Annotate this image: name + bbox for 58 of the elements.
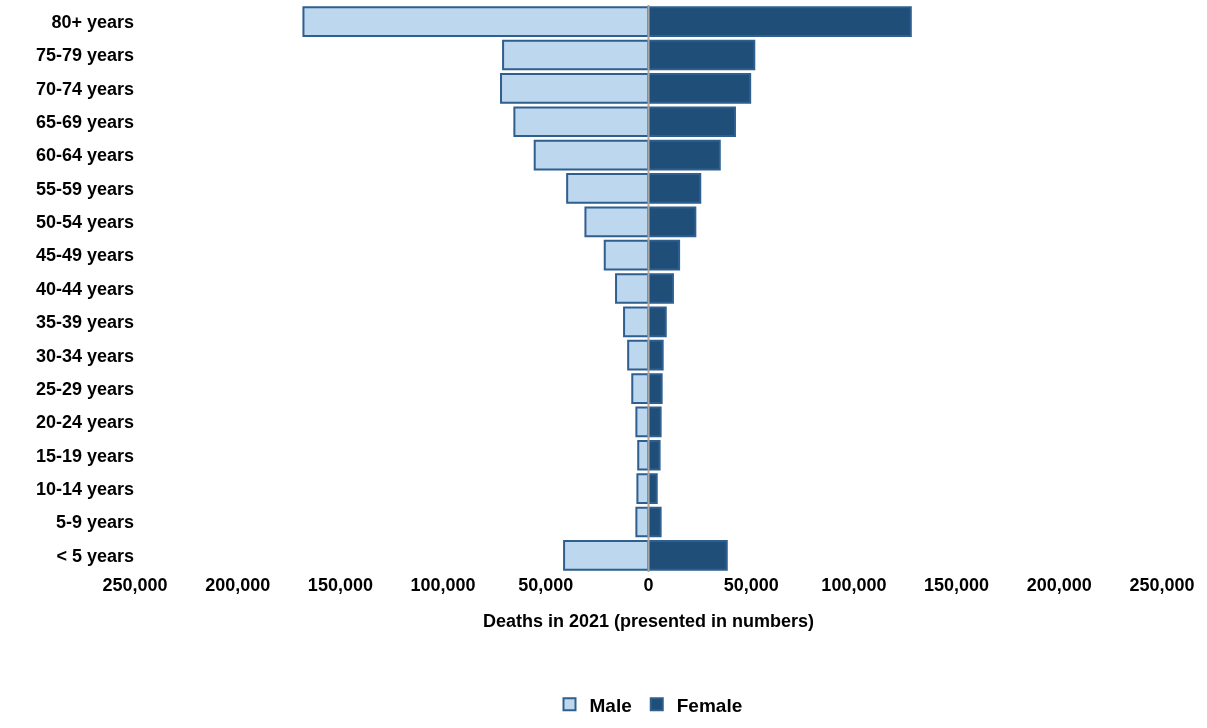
y-tick-label: 5-9 years [55,512,134,533]
bar [635,506,650,538]
y-tick-label: 25-29 years [35,378,134,399]
bar [647,206,697,238]
bar [636,473,650,504]
x-tick-label: 50,000 [723,575,779,595]
bar [615,273,650,304]
y-tick-label: 50-54 years [35,212,134,233]
x-tick-label: 100,000 [410,575,476,595]
bar [533,139,650,171]
bar [627,339,650,371]
bar [647,73,752,104]
bar [584,206,650,238]
bar [302,6,650,38]
y-tick-label: 80+ years [51,11,134,32]
x-axis-title: Deaths in 2021 (presented in numbers) [482,611,815,632]
y-tick-label: 20-24 years [35,412,134,433]
x-tick-label: 150,000 [924,575,990,595]
bar [647,139,721,171]
y-tick-label: 30-34 years [35,345,134,366]
y-tick-label: 40-44 years [35,278,134,299]
legend-label: Female [676,694,743,716]
y-tick-label: 15-19 years [35,445,134,466]
legend-label: Male [589,694,632,716]
bar [603,239,650,271]
x-tick-label: 250,000 [102,575,168,595]
x-tick-label: 150,000 [307,575,373,595]
bar [647,6,912,38]
x-tick-label: 250,000 [1129,575,1195,595]
y-tick-label: 70-74 years [35,78,134,99]
y-tick-label: 35-39 years [35,312,134,333]
bar [637,439,650,471]
bar [513,106,650,138]
bar [647,539,728,571]
bar [623,306,650,338]
bar [631,373,650,404]
bar [563,539,650,571]
x-tick-label: 0 [643,575,654,595]
bar [500,73,650,104]
y-tick-label: 60-64 years [35,145,134,166]
y-tick-label: 55-59 years [35,178,134,199]
bar [566,173,650,204]
bar [647,239,681,271]
bar [647,173,702,204]
x-tick-label: 200,000 [1026,575,1092,595]
y-tick-label: 45-49 years [35,245,134,266]
bar [647,39,756,71]
bar [635,406,650,438]
y-tick-label: < 5 years [56,545,134,566]
x-tick-label: 200,000 [205,575,271,595]
x-tick-label: 50,000 [518,575,574,595]
x-tick-label: 100,000 [821,575,887,595]
y-tick-label: 75-79 years [35,45,134,66]
bar [647,106,736,138]
bar [647,273,674,304]
y-tick-label: 10-14 years [35,478,134,499]
bar [502,39,650,71]
y-tick-label: 65-69 years [35,112,134,133]
